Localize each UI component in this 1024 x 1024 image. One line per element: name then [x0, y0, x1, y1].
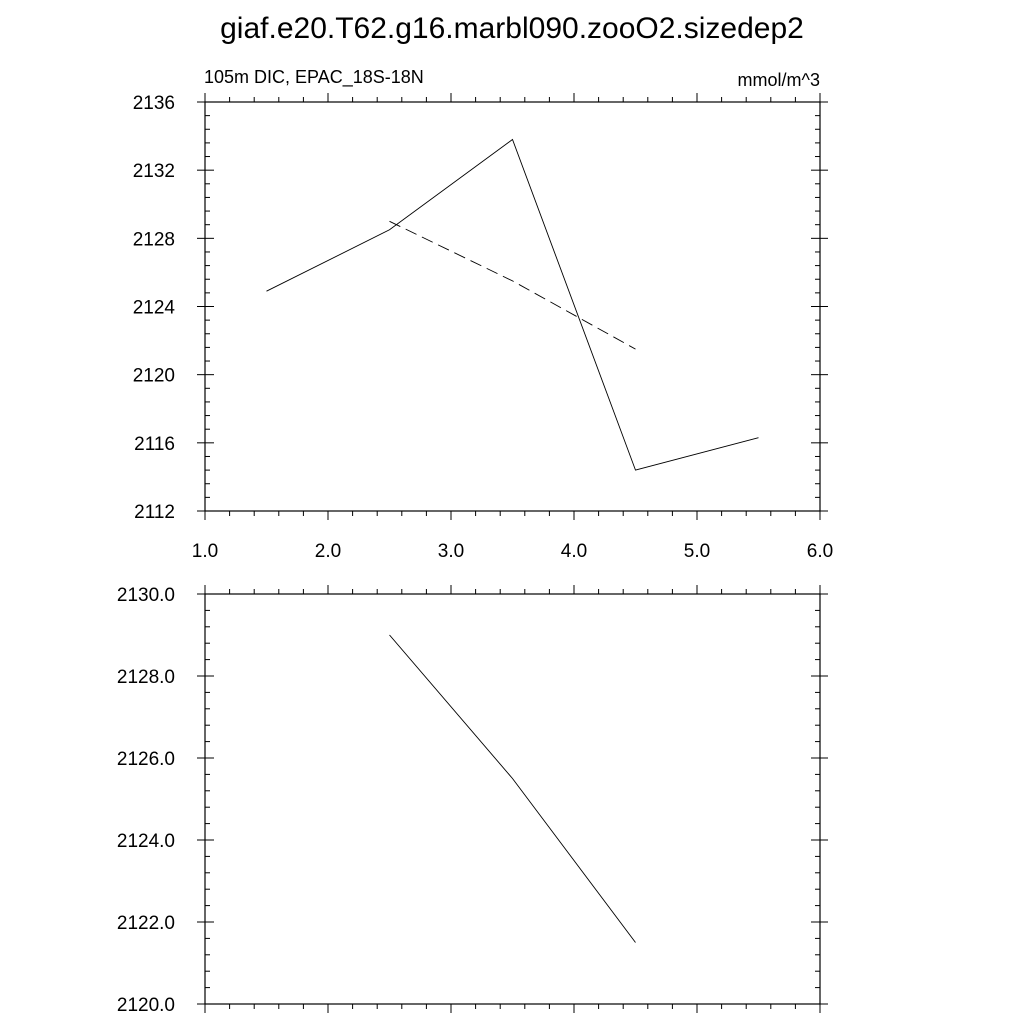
y-tick-label: 2128 [133, 229, 175, 250]
y-tick-label: 2124 [133, 298, 176, 319]
top-plot-frame [204, 101, 821, 512]
dashed-series-line [389, 220, 636, 350]
y-tick-label: 2136 [133, 93, 175, 114]
y-tick-label: 2122.0 [117, 913, 175, 934]
y-tick-label: 2130.0 [117, 585, 175, 606]
top-tick-labels: 1.0 2.0 3.0 4.0 5.0 6.0 2112 2116 2120 2124 2128 21… [133, 93, 833, 562]
solid-series-line [266, 138, 759, 471]
bottom-axis-ticks [197, 585, 828, 1013]
y-tick-label: 2112 [134, 502, 175, 523]
x-tick-label: 6.0 [807, 541, 833, 562]
y-tick-label: 2128.0 [117, 667, 175, 688]
x-tick-label: 1.0 [192, 541, 218, 562]
y-tick-label: 2124.0 [117, 831, 175, 852]
bottom-panel: 2120.0 2122.0 2124.0 2126.0 2128.0 2130.0 [117, 585, 828, 1016]
x-tick-label: 2.0 [315, 541, 341, 562]
top-series [266, 138, 759, 471]
y-tick-label: 2132 [133, 161, 175, 182]
top-panel-left-string: 105m DIC, EPAC_18S-18N [204, 67, 424, 88]
figure-title: giaf.e20.T62.g16.marbl090.zooO2.sizedep2 [220, 12, 804, 45]
top-axis-ticks [197, 93, 828, 520]
y-tick-label: 2116 [134, 434, 175, 455]
bottom-series [389, 634, 636, 943]
x-tick-label: 5.0 [684, 541, 710, 562]
x-tick-label: 4.0 [561, 541, 587, 562]
x-tick-label: 3.0 [438, 541, 464, 562]
top-panel: 105m DIC, EPAC_18S-18N mmol/m^3 1.0 2.0 3.… [133, 67, 833, 562]
y-tick-label: 2120.0 [117, 995, 175, 1016]
bottom-tick-labels: 2120.0 2122.0 2124.0 2126.0 2128.0 2130.0 [117, 585, 175, 1016]
y-tick-label: 2126.0 [117, 749, 175, 770]
solid-series-line [389, 634, 636, 943]
bottom-plot-frame [204, 593, 821, 1005]
y-tick-label: 2120 [133, 366, 175, 387]
top-panel-right-string: mmol/m^3 [738, 70, 820, 90]
